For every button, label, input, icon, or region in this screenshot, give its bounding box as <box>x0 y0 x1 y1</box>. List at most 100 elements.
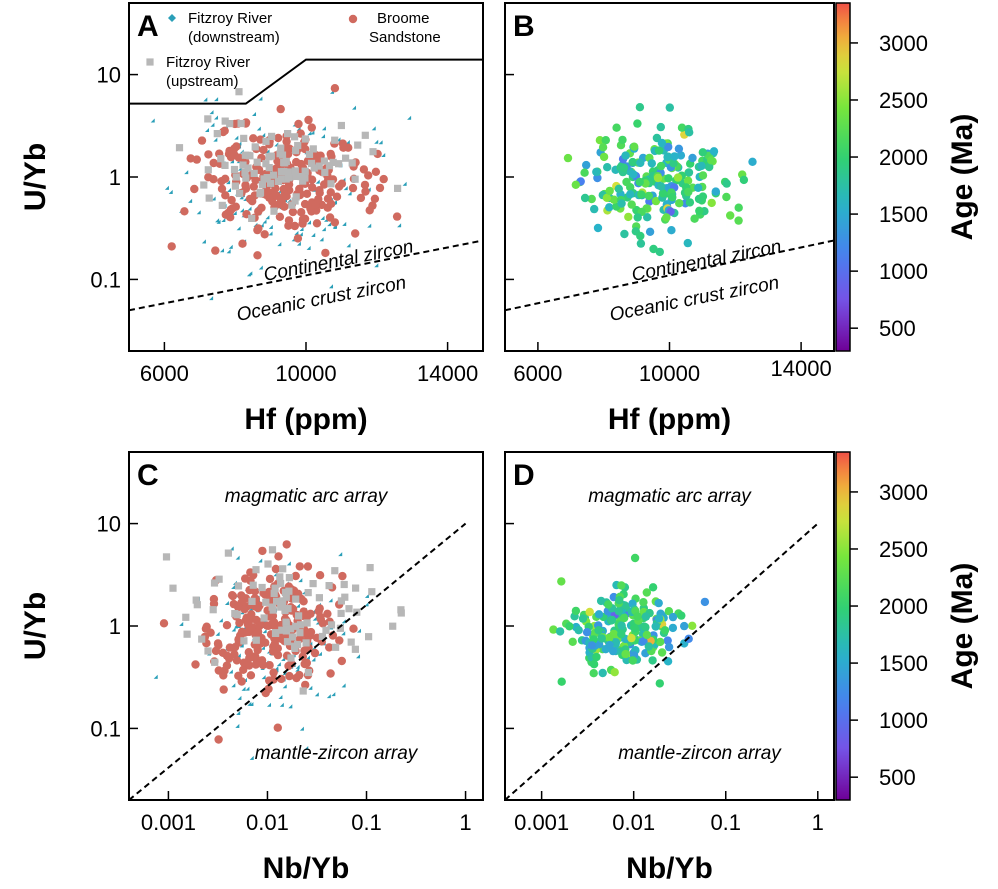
data-point <box>381 153 386 158</box>
data-point <box>297 208 306 217</box>
data-point <box>321 227 326 232</box>
data-point <box>226 120 234 128</box>
data-point <box>711 187 720 196</box>
data-point <box>338 139 347 148</box>
data-point <box>249 755 254 760</box>
data-point <box>282 593 290 601</box>
data-point <box>230 150 239 159</box>
data-point <box>677 123 687 132</box>
data-point <box>337 179 347 188</box>
data-point <box>249 702 254 707</box>
data-point <box>245 653 254 663</box>
data-point <box>311 657 316 662</box>
x-tick-label: 14000 <box>771 356 832 381</box>
data-point <box>352 105 357 110</box>
data-point <box>198 635 206 643</box>
data-point <box>307 159 316 167</box>
data-point <box>249 134 258 143</box>
data-point <box>641 612 651 621</box>
data-point <box>236 226 241 231</box>
data-point <box>209 110 214 115</box>
x-tick-label: 10000 <box>639 361 700 386</box>
data-point <box>303 619 311 627</box>
data-point <box>214 97 219 102</box>
x-tick-label: 0.001 <box>514 810 569 835</box>
data-point <box>276 104 285 114</box>
data-point <box>342 221 347 226</box>
data-point <box>630 553 640 563</box>
data-point <box>330 84 340 93</box>
data-point <box>279 565 287 573</box>
data-point <box>231 584 236 589</box>
data-point <box>228 244 233 249</box>
y-tick-label: 10 <box>97 63 121 88</box>
data-point <box>300 646 309 655</box>
data-point <box>578 614 588 623</box>
data-point <box>645 227 655 236</box>
data-point <box>268 224 273 229</box>
data-point <box>217 155 225 163</box>
data-point <box>660 626 670 635</box>
data-point <box>292 622 300 630</box>
data-point <box>688 153 697 163</box>
data-point <box>260 614 268 622</box>
data-point <box>234 135 239 140</box>
data-point <box>214 666 223 675</box>
colorbar-title: Age (Ma) <box>946 563 979 690</box>
data-point <box>298 219 307 228</box>
data-point <box>250 169 258 177</box>
data-point <box>639 637 648 646</box>
data-point <box>231 182 239 190</box>
data-point <box>592 652 601 662</box>
data-point <box>332 643 340 651</box>
data-point <box>605 633 614 642</box>
data-point <box>302 639 310 647</box>
data-point <box>668 612 678 622</box>
data-point <box>295 562 304 571</box>
data-point <box>288 201 296 209</box>
legend-label: (upstream) <box>166 73 239 90</box>
data-point <box>284 661 293 671</box>
data-point <box>267 702 272 707</box>
x-tick-label: 0.01 <box>612 810 655 835</box>
data-point <box>237 591 246 600</box>
data-point <box>320 157 328 165</box>
data-point <box>235 555 240 560</box>
data-point <box>665 103 674 112</box>
data-point <box>636 231 645 241</box>
data-point <box>241 168 249 176</box>
data-point <box>209 606 217 614</box>
data-point <box>367 223 372 228</box>
data-point <box>299 177 307 185</box>
data-point <box>389 622 397 630</box>
data-point <box>258 583 266 592</box>
data-point <box>361 131 369 139</box>
data-point <box>234 671 243 680</box>
data-point <box>282 684 287 689</box>
data-point <box>305 150 314 158</box>
data-point <box>214 115 219 120</box>
data-point <box>294 119 303 129</box>
data-point <box>246 615 255 624</box>
data-point <box>347 191 352 196</box>
data-point <box>235 618 244 628</box>
data-point <box>698 171 708 180</box>
data-point <box>230 165 239 174</box>
data-point <box>213 137 218 142</box>
data-point <box>246 152 254 160</box>
data-point <box>627 200 636 209</box>
data-point <box>621 649 630 659</box>
series-age-colored <box>549 553 710 688</box>
data-point <box>258 558 263 563</box>
data-point <box>593 223 603 233</box>
data-point <box>325 643 334 652</box>
data-point <box>673 173 683 182</box>
data-point <box>319 237 324 242</box>
data-point <box>338 571 347 581</box>
annotation: mantle-zircon array <box>618 743 782 764</box>
data-point <box>215 218 220 223</box>
data-point <box>356 654 361 659</box>
data-point <box>346 243 351 248</box>
data-point <box>664 642 674 652</box>
